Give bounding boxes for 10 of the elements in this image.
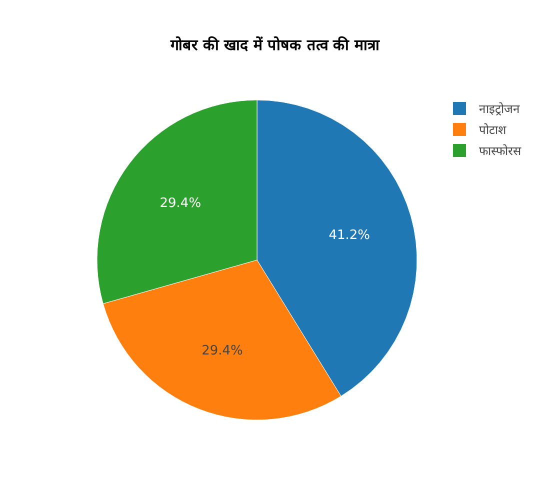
pie-slice — [96, 100, 258, 304]
data-label: 41.2% — [328, 228, 370, 243]
chart-title: गोबर की खाद में पोषक तत्व की मात्रा — [170, 36, 380, 54]
legend-label: नाइट्रोजन — [479, 102, 520, 116]
legend-label: फास्फोरस — [479, 144, 522, 158]
pie-slice — [102, 260, 342, 420]
data-label: 29.4% — [202, 343, 243, 358]
legend-label: पोटाश — [479, 123, 507, 137]
pie-slice — [256, 100, 418, 396]
data-label: 29.4% — [160, 196, 202, 212]
